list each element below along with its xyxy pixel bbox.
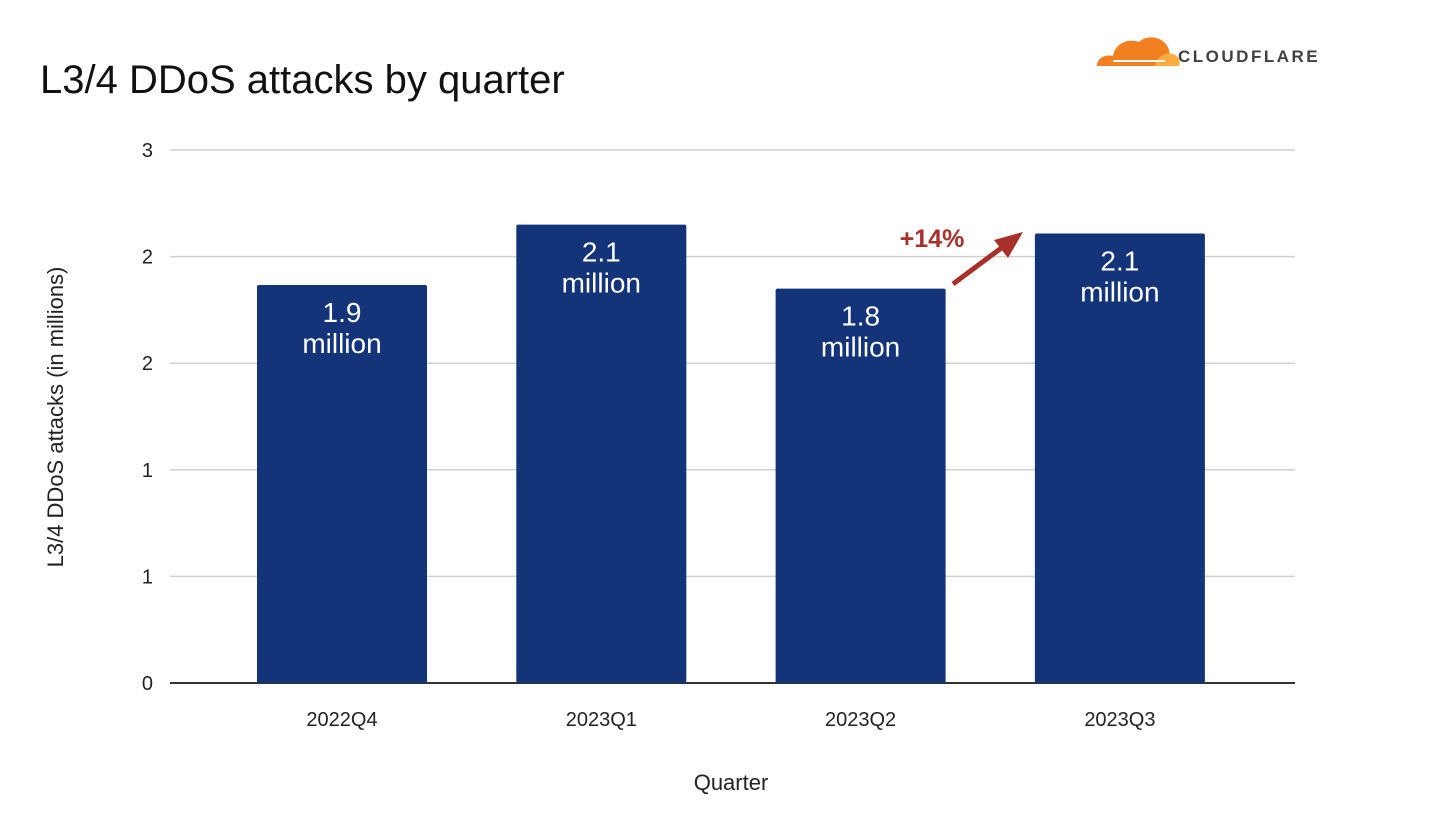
- cloudflare-logo-icon: [1097, 37, 1180, 66]
- brand-name: CLOUDFLARE: [1178, 47, 1321, 66]
- data-label: million: [562, 268, 641, 299]
- data-label: 2.1: [582, 237, 621, 268]
- x-tick-label: 2023Q3: [1084, 709, 1155, 731]
- data-label: million: [821, 332, 900, 363]
- x-tick-label: 2023Q2: [825, 709, 896, 731]
- y-axis-label: L3/4 DDoS attacks (in millions): [43, 267, 68, 568]
- y-tick-label: 2: [142, 353, 153, 375]
- chart-title: L3/4 DDoS attacks by quarter: [40, 58, 565, 102]
- data-label: 1.9: [323, 297, 362, 328]
- y-tick-label: 1: [142, 460, 153, 482]
- y-tick-label: 2: [142, 247, 153, 269]
- bar-2023Q1: [516, 224, 687, 683]
- x-tick-label: 2022Q4: [306, 709, 377, 731]
- bar-2023Q2: [775, 288, 946, 683]
- bar-2022Q4: [257, 285, 427, 683]
- growth-annotation-label: +14%: [900, 225, 965, 253]
- y-tick-label: 1: [142, 566, 153, 588]
- bar-2023Q3: [1034, 233, 1205, 683]
- y-tick-label: 3: [142, 140, 153, 162]
- data-label: million: [302, 328, 381, 359]
- y-tick-label: 0: [142, 673, 153, 695]
- growth-arrow-icon: [951, 240, 1010, 287]
- data-label: 1.8: [841, 301, 880, 332]
- x-tick-label: 2023Q1: [566, 709, 637, 731]
- growth-arrowhead-icon: [994, 232, 1023, 258]
- data-label: 2.1: [1100, 246, 1139, 277]
- data-label: million: [1080, 277, 1159, 308]
- x-axis-label: Quarter: [694, 770, 769, 795]
- growth-annotation: +14%: [900, 225, 1023, 287]
